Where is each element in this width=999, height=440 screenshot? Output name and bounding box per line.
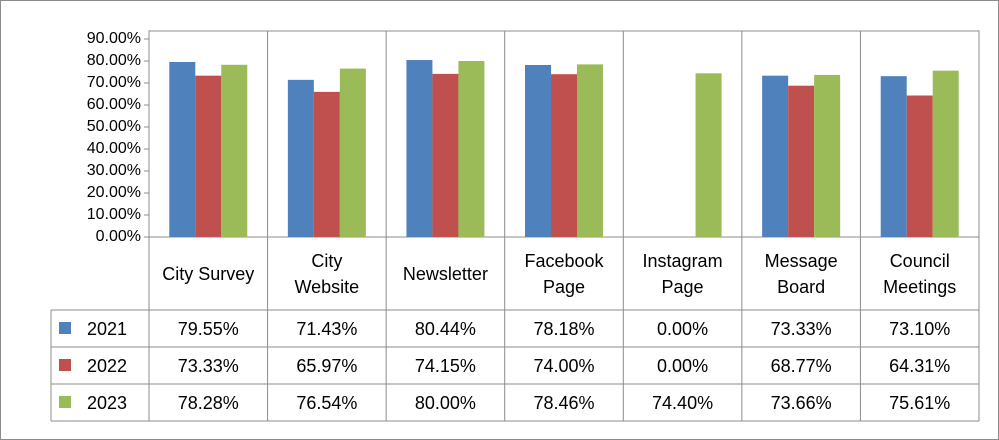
y-tick-label: 20.00% xyxy=(87,184,141,201)
data-table-value: 71.43% xyxy=(296,318,358,339)
y-tick-label: 40.00% xyxy=(87,140,141,157)
legend-key xyxy=(59,359,71,371)
data-table-value: 64.31% xyxy=(889,355,951,376)
data-table-value: 76.54% xyxy=(296,392,358,413)
category-label: Newsletter xyxy=(402,263,488,284)
data-table-value: 78.46% xyxy=(533,392,595,413)
legend-label: 2023 xyxy=(86,392,128,413)
data-table-value: 78.18% xyxy=(533,318,595,339)
bar xyxy=(906,95,933,237)
bar xyxy=(287,79,314,237)
data-table-value: 73.33% xyxy=(177,355,239,376)
y-tick-label: 80.00% xyxy=(87,52,141,69)
data-table-value: 75.61% xyxy=(889,392,951,413)
bar xyxy=(169,61,196,237)
y-tick-label: 70.00% xyxy=(87,74,141,91)
data-table-value: 0.00% xyxy=(657,355,709,376)
bar xyxy=(195,75,222,237)
data-table-value: 65.97% xyxy=(296,355,358,376)
category-label: Message Board xyxy=(764,250,838,297)
data-table-value: 79.55% xyxy=(177,318,239,339)
bar xyxy=(551,74,577,237)
data-table-value: 80.44% xyxy=(414,318,476,339)
bar xyxy=(406,60,433,238)
bar xyxy=(577,64,603,237)
bar xyxy=(695,73,722,237)
bar xyxy=(814,74,841,237)
category-label: Facebook Page xyxy=(524,250,604,297)
bar xyxy=(788,85,815,238)
y-tick-label: 30.00% xyxy=(87,162,141,179)
y-tick-label: 50.00% xyxy=(87,118,141,135)
legend-label: 2021 xyxy=(86,318,128,339)
bar xyxy=(762,75,789,237)
bar xyxy=(525,65,551,237)
y-tick-label: 60.00% xyxy=(87,96,141,113)
data-table-value: 74.40% xyxy=(652,392,714,413)
category-label: Council Meetings xyxy=(883,250,957,297)
data-table-value: 73.66% xyxy=(770,392,832,413)
data-table-value: 73.10% xyxy=(889,318,951,339)
data-table-value: 74.15% xyxy=(414,355,476,376)
y-tick-label: 10.00% xyxy=(87,206,141,223)
data-table-value: 80.00% xyxy=(414,392,476,413)
y-tick-label: 0.00% xyxy=(96,228,141,245)
data-table-value: 73.33% xyxy=(770,318,832,339)
data-table-value: 0.00% xyxy=(657,318,709,339)
bar xyxy=(458,61,485,237)
bar xyxy=(932,70,959,238)
data-table-value: 78.28% xyxy=(177,392,239,413)
data-table-value: 68.77% xyxy=(770,355,832,376)
bar xyxy=(221,64,248,237)
legend-key xyxy=(59,322,71,334)
category-label: City Survey xyxy=(162,263,255,284)
legend-key xyxy=(59,396,71,408)
bar xyxy=(313,91,340,237)
y-tick-label: 90.00% xyxy=(87,30,141,47)
bar xyxy=(880,76,907,238)
legend-label: 2022 xyxy=(86,355,128,376)
bar xyxy=(432,73,459,238)
category-label: City Website xyxy=(294,250,360,297)
category-label: Instagram Page xyxy=(642,250,723,297)
data-table-value: 74.00% xyxy=(533,355,595,376)
bar xyxy=(339,68,366,237)
